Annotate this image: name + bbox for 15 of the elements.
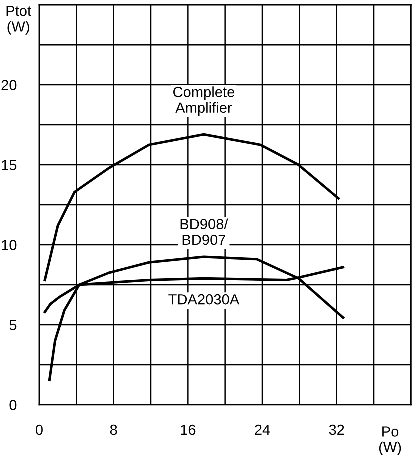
y-tick-label: 15 xyxy=(2,160,17,170)
series-label: TDA2030A xyxy=(168,294,240,305)
series-label: BD908/ BD907 xyxy=(180,218,228,246)
x-axis-title: Po (W) xyxy=(379,426,402,456)
y-tick-label: 5 xyxy=(10,320,17,330)
x-tick-label: 0 xyxy=(36,424,43,436)
y-axis-title: Ptot (W) xyxy=(6,6,32,35)
y-tick-label: 20 xyxy=(2,80,17,90)
series-label: Complete Amplifier xyxy=(173,86,235,116)
y-tick-label: 10 xyxy=(2,240,17,250)
x-tick-label: 24 xyxy=(255,424,270,435)
y-tick-label: 0 xyxy=(10,400,17,410)
x-tick-label: 16 xyxy=(181,424,196,436)
x-tick-label: 8 xyxy=(110,424,118,436)
x-tick-label: 32 xyxy=(329,424,344,436)
